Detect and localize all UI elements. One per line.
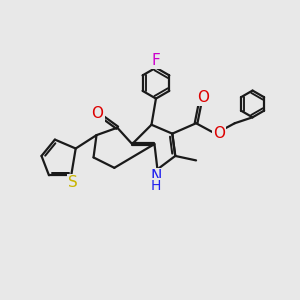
Text: O: O [197,90,209,105]
Text: O: O [92,106,104,121]
Text: N: N [150,169,162,184]
Text: S: S [68,175,78,190]
Text: O: O [213,126,225,141]
Text: F: F [152,53,160,68]
Text: H: H [151,179,161,193]
